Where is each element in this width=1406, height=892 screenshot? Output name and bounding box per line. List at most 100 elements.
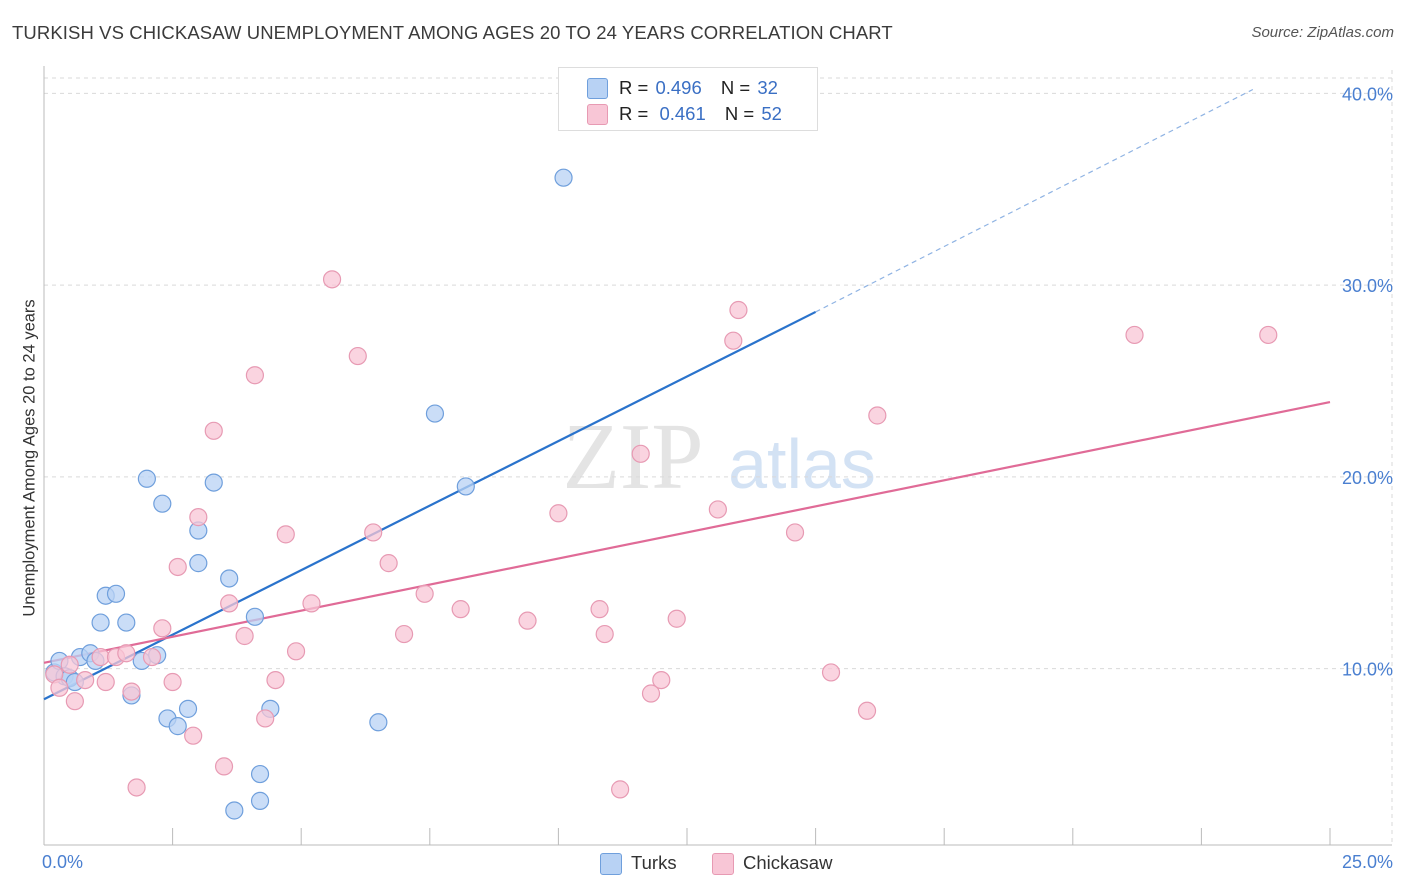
turks-point [250,764,270,784]
chickasaw-point [245,366,265,385]
turks-swatch [587,78,608,99]
chickasaw-point [127,778,146,797]
chickasaw-point [266,670,285,690]
turks-point [204,473,223,492]
chickasaw-point [415,584,434,603]
turks-point [245,607,265,626]
chickasaw-point [189,508,208,527]
chickasaw-point [729,300,748,320]
chickasaw-n-value: 52 [761,103,782,124]
turks-r-label: R = [619,77,649,98]
chickasaw-legend-swatch [712,853,734,875]
turks-point [106,584,126,603]
turks-trend-line [43,310,817,701]
x-tick-label-min: 0.0% [42,852,84,872]
y-tick-label: 10.0% [1342,660,1393,680]
chickasaw-point [821,663,841,682]
turks-trend-extension [815,88,1254,313]
chickasaw-point [451,600,470,619]
chickasaw-point [322,270,342,289]
chickasaw-r-value: 0.461 [659,103,706,124]
chickasaw-point [667,609,686,628]
chickasaw-point [708,500,727,519]
turks-point [369,713,388,732]
turks-r-value: 0.496 [655,77,702,98]
chickasaw-point [76,670,95,690]
chickasaw-point [868,406,887,425]
correlation-legend: R = 0.496 N = 32 R = 0.461 N = 52 [558,67,818,131]
chickasaw-point [220,594,239,613]
chickasaw-point [641,684,661,703]
chickasaw-point [65,692,84,711]
turks-point [425,404,445,423]
turks-legend-label: Turks [631,852,677,873]
chickasaw-point [611,780,630,799]
chickasaw-point [163,672,182,692]
chickasaw-point [348,346,367,366]
turks-point [250,791,270,810]
chickasaw-point [276,525,295,544]
chickasaw-r-label: R = [619,103,649,124]
y-tick-labels: 10.0% 20.0% 30.0% 40.0% [1342,84,1393,679]
chickasaw-point [302,594,321,613]
turks-point [225,801,244,820]
chickasaw-point [1125,325,1144,345]
chickasaw-point [122,682,141,701]
chickasaw-point [168,557,187,577]
chickasaw-point [256,709,275,728]
y-tick-label: 30.0% [1342,276,1393,296]
chickasaw-point [394,624,414,644]
turks-point [178,699,198,718]
chickasaw-point [91,647,110,667]
chickasaw-point [184,726,203,745]
x-tick-label-max: 25.0% [1341,852,1393,872]
chickasaw-point [235,626,254,646]
chickasaw-point [50,678,69,697]
chickasaw-point [857,701,877,720]
grid-lines [44,70,1393,845]
turks-point [554,168,573,187]
chart-title: TURKISH VS CHICKASAW UNEMPLOYMENT AMONG … [12,22,893,43]
chickasaw-point [518,611,537,630]
chickasaw-point [142,647,162,667]
turks-point [456,477,475,496]
turks-n-value: 32 [757,77,778,98]
chickasaw-point [364,523,383,542]
turks-point [189,554,208,573]
axes [43,66,1392,846]
chickasaw-point [631,444,650,463]
chickasaw-point [652,670,671,690]
chickasaw-point [214,757,234,776]
turks-point [220,569,239,588]
y-tick-label: 20.0% [1342,468,1393,488]
turks-point [153,494,172,513]
watermark-atlas: atlas [728,425,876,503]
chickasaw-point [549,504,568,523]
chickasaw-point [1259,325,1278,345]
chickasaw-point [117,644,136,663]
y-tick-label: 40.0% [1342,84,1393,104]
chickasaw-point [96,672,115,692]
y-axis-label: Unemployment Among Ages 20 to 24 years [20,299,39,617]
chickasaw-point [204,421,223,440]
turks-n-label: N = [720,77,751,98]
data-points [45,168,1278,820]
chickasaw-swatch [587,104,608,125]
watermark: ZIP atlas [563,405,876,509]
chickasaw-point [724,331,743,350]
chickasaw-n-label: N = [724,103,755,124]
chickasaw-point [379,554,398,573]
chickasaw-point [286,642,306,661]
chickasaw-point [153,619,172,638]
turks-legend-swatch [600,853,622,875]
chickasaw-legend-label: Chickasaw [743,852,833,873]
turks-point [91,613,110,632]
turks-point [168,717,187,736]
chickasaw-point [785,523,805,542]
chickasaw-point [590,600,609,619]
chickasaw-point [60,655,79,674]
source-credit: Source: ZipAtlas.com [1251,24,1394,41]
turks-point [117,613,136,632]
turks-point [137,469,156,488]
